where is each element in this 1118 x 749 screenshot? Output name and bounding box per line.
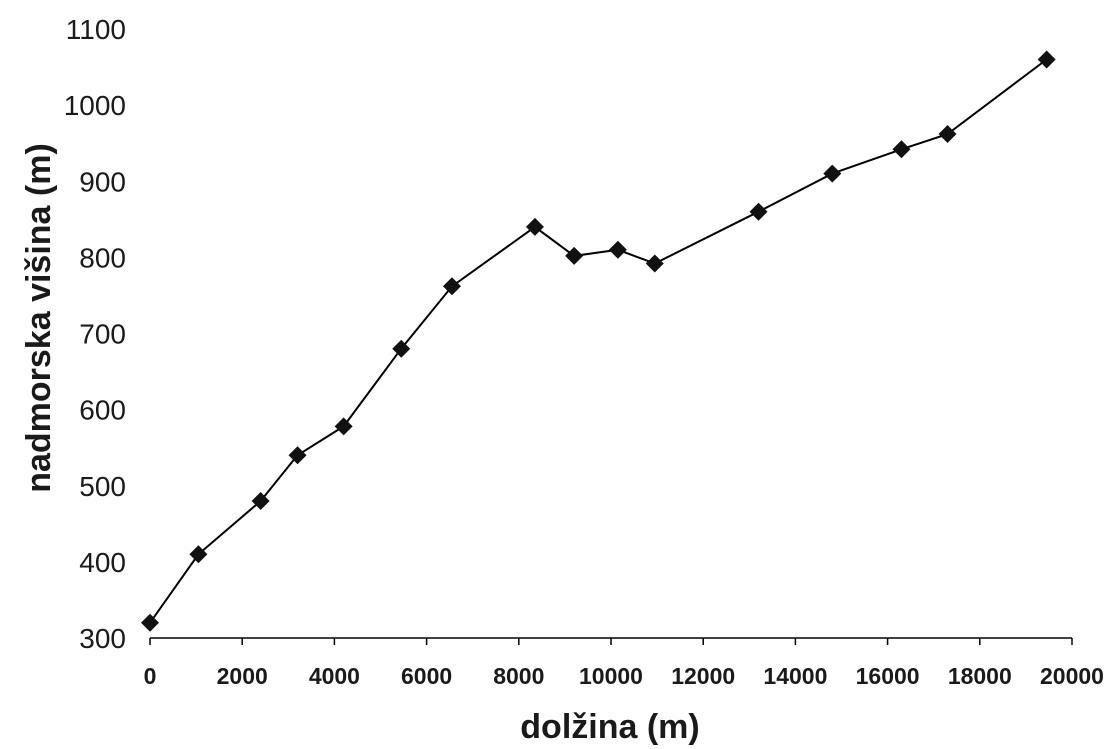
data-point-marker — [823, 164, 842, 183]
series-line — [149, 58, 1048, 624]
data-point-marker — [288, 446, 307, 465]
y-tick-label: 500 — [79, 471, 126, 502]
data-point-marker — [565, 246, 584, 265]
y-tick-label: 700 — [79, 319, 126, 350]
data-point-marker — [251, 491, 270, 510]
x-tick-label: 18000 — [948, 663, 1012, 689]
data-point-marker — [334, 417, 353, 436]
y-tick-label: 600 — [79, 395, 126, 426]
x-tick-label: 0 — [144, 663, 157, 689]
plot-area — [141, 50, 1056, 632]
data-point-marker — [749, 202, 768, 221]
y-tick-label: 400 — [79, 547, 126, 578]
data-point-marker — [525, 217, 544, 236]
x-tick-label: 6000 — [401, 663, 452, 689]
y-tick-label: 800 — [79, 242, 126, 273]
data-point-marker — [645, 254, 664, 273]
y-tick-label: 300 — [79, 623, 126, 654]
x-tick-label: 20000 — [1040, 663, 1104, 689]
axes — [149, 637, 1073, 645]
x-axis-tick-labels: 0 2000 4000 6000 8000 10000 12000 14000 16000 180… — [144, 663, 1104, 689]
x-tick-label: 14000 — [763, 663, 827, 689]
x-tick-label: 12000 — [671, 663, 735, 689]
data-point-marker — [892, 140, 911, 159]
y-tick-label: 1100 — [66, 14, 126, 45]
x-tick-label: 16000 — [856, 663, 920, 689]
data-point-marker — [392, 339, 411, 358]
data-point-marker — [189, 545, 208, 564]
x-axis-tick-marks — [149, 638, 1073, 645]
x-tick-label: 10000 — [579, 663, 643, 689]
data-point-marker — [442, 277, 461, 296]
y-tick-label: 900 — [79, 166, 126, 197]
x-tick-label: 8000 — [493, 663, 544, 689]
y-axis-tick-labels: 300 400 500 600 700 800 900 1000 1100 — [64, 14, 126, 654]
x-tick-label: 4000 — [309, 663, 360, 689]
data-point-marker — [938, 125, 957, 144]
y-axis-title: nadmorska višina (m) — [20, 143, 58, 493]
x-tick-label: 2000 — [217, 663, 268, 689]
data-point-marker — [141, 613, 159, 632]
data-point-marker — [608, 240, 627, 259]
y-tick-label: 1000 — [64, 90, 126, 121]
x-axis-title: dolžina (m) — [520, 708, 699, 746]
data-point-marker — [1037, 50, 1056, 69]
series-markers — [141, 50, 1056, 632]
